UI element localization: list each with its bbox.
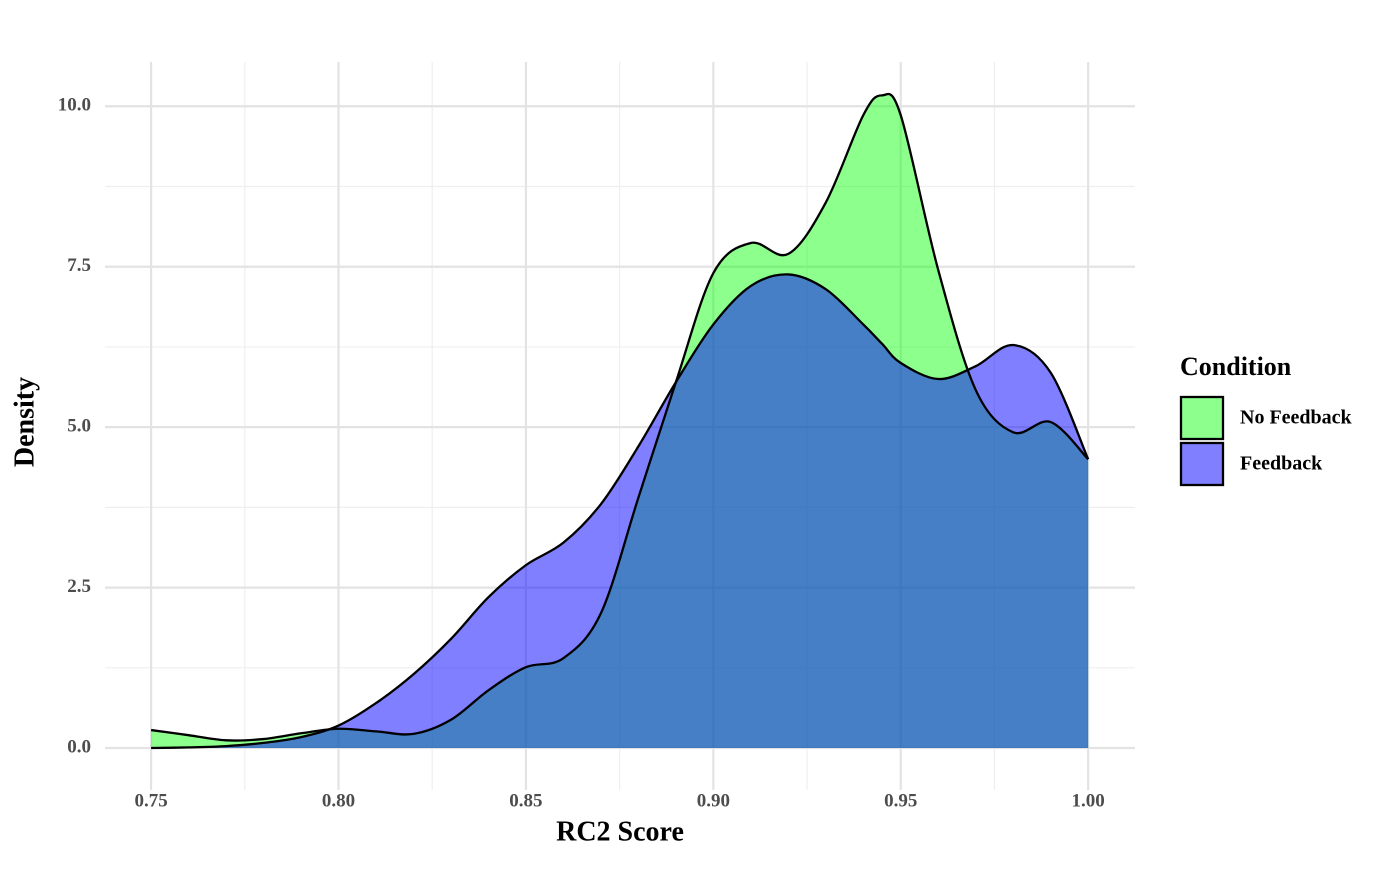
- legend-label: Feedback: [1240, 453, 1323, 475]
- density-area: [151, 274, 1089, 749]
- x-axis-title: RC2 Score: [556, 816, 684, 847]
- y-tick-label: 2.5: [67, 576, 91, 597]
- legend-key: [1179, 441, 1225, 487]
- x-tick-label: 1.00: [1072, 790, 1105, 811]
- x-tick-label: 0.75: [134, 790, 167, 811]
- y-tick-label: 5.0: [67, 416, 91, 437]
- legend-key-bg: [1181, 397, 1223, 439]
- x-tick-label: 0.85: [509, 790, 542, 811]
- x-tick-label: 0.90: [697, 790, 730, 811]
- y-tick-label: 10.0: [58, 95, 91, 116]
- y-tick-label: 7.5: [67, 255, 91, 276]
- y-axis-title: Density: [9, 377, 40, 467]
- x-tick-label: 0.80: [322, 790, 355, 811]
- legend-title: Condition: [1180, 352, 1292, 381]
- density-line: [151, 273, 1090, 750]
- legend-label: No Feedback: [1240, 407, 1353, 429]
- x-tick-label: 0.95: [884, 790, 917, 811]
- legend-key: [1179, 395, 1225, 441]
- y-tick-label: 0.0: [67, 736, 91, 757]
